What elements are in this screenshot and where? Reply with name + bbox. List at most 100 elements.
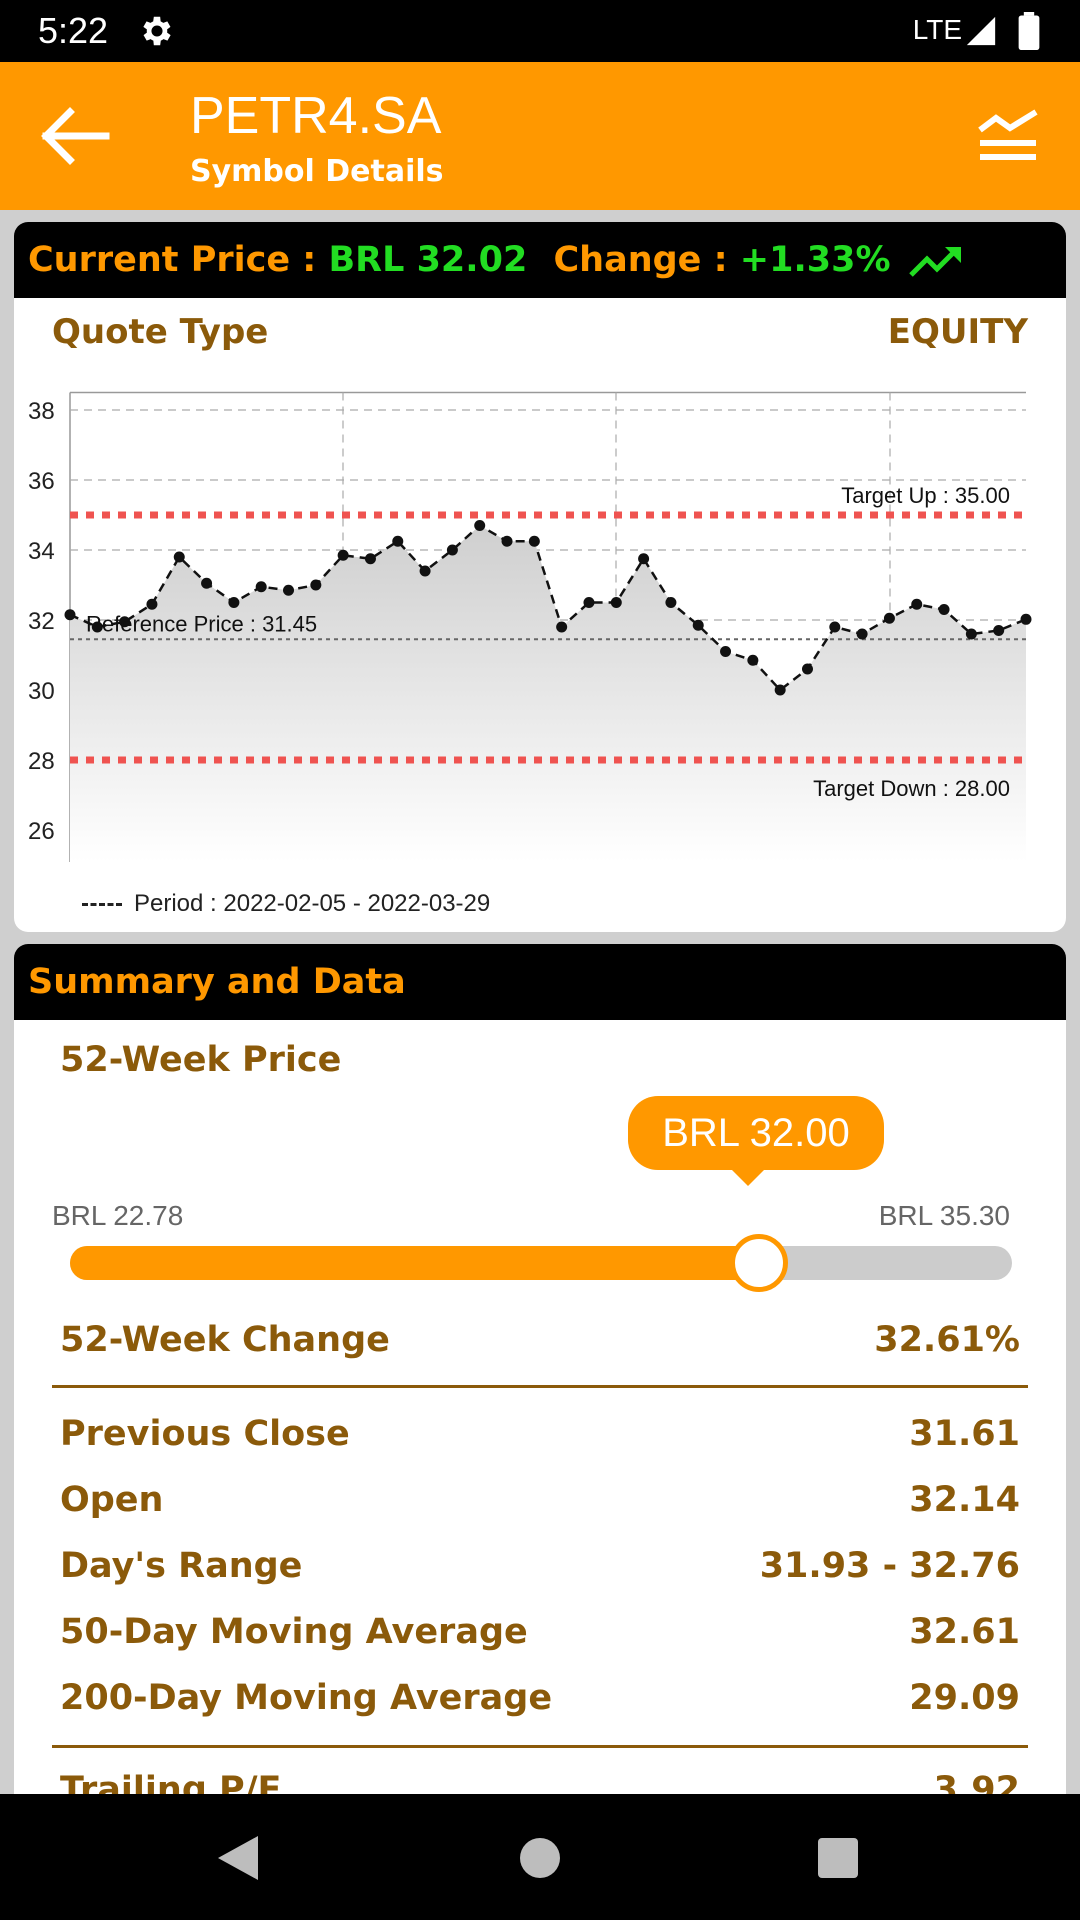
target-down-label: Target Down : 28.00 xyxy=(813,776,1010,801)
screen-subtitle: Symbol Details xyxy=(190,154,444,189)
y-tick-label: 30 xyxy=(28,678,55,705)
days-range-label: Day's Range xyxy=(60,1546,303,1586)
price-line: Current Price : BRL 32.02 Change : +1.33… xyxy=(28,240,965,280)
price-area-fill xyxy=(70,525,1026,862)
price-data-point xyxy=(392,535,404,547)
current-price-label: Current Price : xyxy=(28,240,317,280)
previous-close-value: 31.61 xyxy=(909,1414,1020,1454)
price-data-point xyxy=(255,581,267,593)
price-line-chart[interactable]: 38 36 34 32 30 28 26 Target Up : 35.00 Target Do… xyxy=(14,362,1066,882)
week52-change-value: 32.61% xyxy=(874,1320,1020,1360)
price-data-point xyxy=(64,609,76,621)
trailing-pe-label: Trailing P/E xyxy=(60,1770,282,1794)
app-bar: PETR4.SA Symbol Details xyxy=(0,62,1080,210)
nav-home-icon[interactable] xyxy=(520,1838,560,1878)
nav-recents-icon[interactable] xyxy=(818,1838,858,1878)
price-data-point xyxy=(556,621,568,633)
y-tick-label: 32 xyxy=(28,608,55,635)
price-data-point xyxy=(1020,613,1032,625)
price-data-point xyxy=(228,597,240,608)
status-time: 5:22 xyxy=(38,10,109,51)
price-data-point xyxy=(119,616,131,628)
price-data-point xyxy=(692,619,704,631)
settings-gear-icon xyxy=(143,16,171,46)
week52-range-track xyxy=(70,1246,1012,1280)
period-legend: Period : 2022-02-05 - 2022-03-29 xyxy=(82,890,490,918)
summary-header: Summary and Data xyxy=(14,944,1066,1020)
week52-low: BRL 22.78 xyxy=(52,1200,184,1231)
divider xyxy=(52,1385,1028,1388)
period-label: Period : 2022-02-05 - 2022-03-29 xyxy=(134,890,491,917)
change-label: Change : xyxy=(553,240,728,280)
price-data-point xyxy=(774,684,786,696)
price-data-point xyxy=(938,604,950,615)
price-data-point xyxy=(173,551,185,563)
price-data-point xyxy=(201,577,213,589)
price-data-point xyxy=(965,628,977,640)
divider xyxy=(52,1745,1028,1748)
status-bar: 5:22 LTE xyxy=(0,0,1080,62)
week52-range-fill xyxy=(70,1246,760,1280)
y-tick-label: 28 xyxy=(28,748,55,775)
week52-high: BRL 35.30 xyxy=(878,1200,1010,1231)
open-value: 32.14 xyxy=(909,1480,1020,1520)
week52-change-label: 52-Week Change xyxy=(60,1320,390,1360)
price-data-point xyxy=(856,628,868,640)
battery-icon xyxy=(1018,12,1040,50)
week52-current-bubble: BRL 32.00 xyxy=(628,1096,884,1170)
quote-type-value: EQUITY xyxy=(887,312,1028,352)
price-data-point xyxy=(610,597,622,608)
quote-type-row: Quote Type EQUITY xyxy=(52,312,1028,352)
price-data-point xyxy=(993,625,1005,636)
price-data-point xyxy=(310,579,322,591)
y-tick-label: 36 xyxy=(28,468,55,495)
price-chart-card: Current Price : BRL 32.02 Change : +1.33… xyxy=(14,222,1066,932)
price-data-point xyxy=(474,520,486,531)
price-data-point xyxy=(91,621,103,633)
area-chart-icon[interactable] xyxy=(976,108,1040,166)
price-series-line xyxy=(69,523,1027,692)
price-data-point xyxy=(638,553,650,565)
y-tick-label: 26 xyxy=(28,818,55,845)
price-data-point xyxy=(364,553,376,565)
price-data-point xyxy=(283,584,295,596)
price-data-point xyxy=(528,535,540,547)
week52-price-label: 52-Week Price xyxy=(60,1040,342,1080)
price-data-point xyxy=(665,597,677,608)
summary-title: Summary and Data xyxy=(28,962,406,1002)
price-data-point xyxy=(720,646,732,657)
price-data-point xyxy=(747,654,759,666)
price-data-point xyxy=(146,598,158,610)
price-data-point xyxy=(446,544,458,556)
price-data-point xyxy=(883,612,895,624)
ma50-label: 50-Day Moving Average xyxy=(60,1612,528,1652)
price-header: Current Price : BRL 32.02 Change : +1.33… xyxy=(14,222,1066,298)
nav-back-icon[interactable] xyxy=(216,1834,260,1882)
ma200-label: 200-Day Moving Average xyxy=(60,1678,553,1718)
summary-card: Summary and Data 52-Week Price BRL 32.00… xyxy=(14,944,1066,1794)
change-value: +1.33% xyxy=(739,240,891,280)
reference-price-label: Reference Price : 31.45 xyxy=(86,611,317,636)
days-range-value: 31.93 - 32.76 xyxy=(759,1546,1020,1586)
open-label: Open xyxy=(60,1480,164,1520)
y-tick-label: 38 xyxy=(28,398,55,425)
current-price-value: BRL 32.02 xyxy=(328,240,528,280)
period-dash-swatch xyxy=(82,903,122,907)
price-data-point xyxy=(829,621,841,633)
target-up-label: Target Up : 35.00 xyxy=(841,483,1010,508)
price-data-point xyxy=(911,598,923,610)
system-nav-bar xyxy=(0,1794,1080,1920)
bubble-pointer xyxy=(730,1168,766,1186)
price-data-point xyxy=(419,565,431,577)
previous-close-label: Previous Close xyxy=(60,1414,350,1454)
back-arrow-icon[interactable] xyxy=(34,104,110,168)
signal-icon xyxy=(966,16,996,46)
price-data-point xyxy=(501,535,513,547)
price-data-point xyxy=(801,663,813,675)
symbol-title: PETR4.SA xyxy=(190,87,442,145)
trailing-pe-value: 3.92 xyxy=(933,1770,1020,1794)
y-tick-label: 34 xyxy=(28,538,55,565)
week52-slider-thumb[interactable] xyxy=(730,1234,789,1292)
price-data-point xyxy=(583,597,595,608)
ma50-value: 32.61 xyxy=(909,1612,1020,1652)
